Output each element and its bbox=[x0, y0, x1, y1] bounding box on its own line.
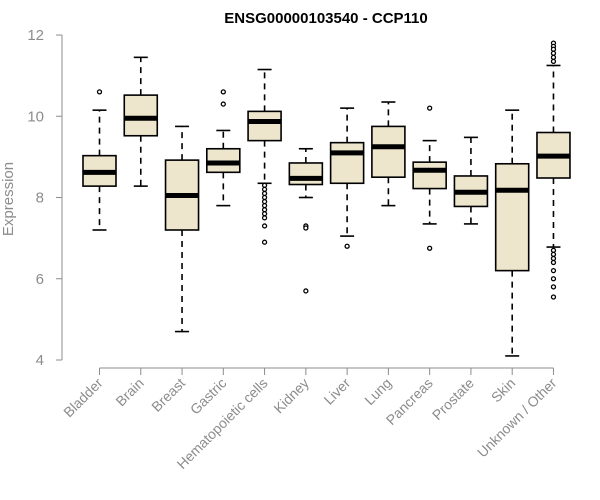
y-tick-label: 12 bbox=[27, 27, 44, 44]
outlier-point bbox=[261, 194, 268, 201]
outlier-point bbox=[550, 259, 557, 266]
x-tick-label: Prostate bbox=[429, 375, 477, 423]
box-liver bbox=[329, 107, 365, 249]
outlier-point bbox=[96, 89, 103, 95]
outlier-point bbox=[427, 105, 433, 111]
box bbox=[329, 141, 365, 185]
outlier-point bbox=[261, 186, 268, 193]
outlier-point bbox=[550, 46, 557, 52]
outlier-point bbox=[550, 267, 557, 274]
y-axis: 4 6 8 10 12 bbox=[27, 27, 63, 369]
y-axis-label: Expression bbox=[0, 162, 17, 236]
x-tick-label: Lung bbox=[361, 375, 394, 408]
box bbox=[412, 161, 447, 190]
box-gastric bbox=[206, 89, 241, 207]
outlier-point bbox=[550, 58, 557, 65]
x-tick-label: Bladder bbox=[60, 375, 106, 421]
box-bladder bbox=[82, 89, 117, 231]
box-series bbox=[82, 40, 571, 357]
box-pancreas bbox=[412, 105, 447, 251]
outlier-point bbox=[303, 225, 309, 231]
outlier-point bbox=[261, 202, 268, 209]
box bbox=[494, 162, 530, 272]
outlier-point bbox=[261, 190, 268, 197]
outlier-point bbox=[261, 223, 268, 229]
box-unknown-other bbox=[536, 40, 571, 300]
outlier-point bbox=[550, 251, 557, 258]
box-kidney bbox=[288, 147, 324, 294]
outlier-point bbox=[550, 284, 557, 290]
outlier-point bbox=[261, 211, 268, 217]
y-tick-label: 8 bbox=[36, 190, 44, 207]
outlier-point bbox=[550, 247, 557, 253]
outlier-point bbox=[261, 207, 268, 213]
outlier-point bbox=[550, 50, 557, 56]
box bbox=[371, 125, 406, 178]
x-tick-label: Breast bbox=[148, 375, 188, 415]
x-tick-label: Liver bbox=[320, 375, 353, 408]
outlier-point bbox=[550, 276, 557, 282]
outlier-point bbox=[344, 243, 350, 249]
box-prostate bbox=[453, 136, 489, 225]
outlier-point bbox=[220, 101, 226, 107]
x-tick-label: Skin bbox=[488, 375, 519, 406]
outlier-point bbox=[550, 294, 557, 300]
y-tick-label: 4 bbox=[36, 352, 44, 369]
y-tick-label: 6 bbox=[36, 271, 44, 288]
x-tick-label: Brain bbox=[112, 375, 146, 409]
outlier-point bbox=[261, 215, 268, 221]
box bbox=[123, 94, 159, 137]
box-brain bbox=[123, 56, 159, 187]
box-skin bbox=[494, 109, 530, 357]
box-hematopoietic-cells bbox=[247, 68, 282, 245]
chart-title: ENSG00000103540 - CCP110 bbox=[224, 10, 427, 27]
x-tick-label: Kidney bbox=[270, 375, 312, 417]
y-tick-label: 10 bbox=[27, 108, 44, 125]
outlier-point bbox=[261, 239, 268, 245]
box bbox=[288, 162, 324, 186]
outlier-point bbox=[427, 245, 433, 251]
outlier-point bbox=[220, 89, 226, 95]
outlier-point bbox=[303, 288, 309, 294]
outlier-point bbox=[550, 54, 557, 60]
box-breast bbox=[164, 125, 200, 333]
box bbox=[247, 110, 282, 142]
outlier-point bbox=[261, 182, 268, 188]
box-lung bbox=[371, 101, 406, 207]
outlier-point bbox=[261, 198, 268, 205]
outlier-point bbox=[550, 255, 557, 262]
